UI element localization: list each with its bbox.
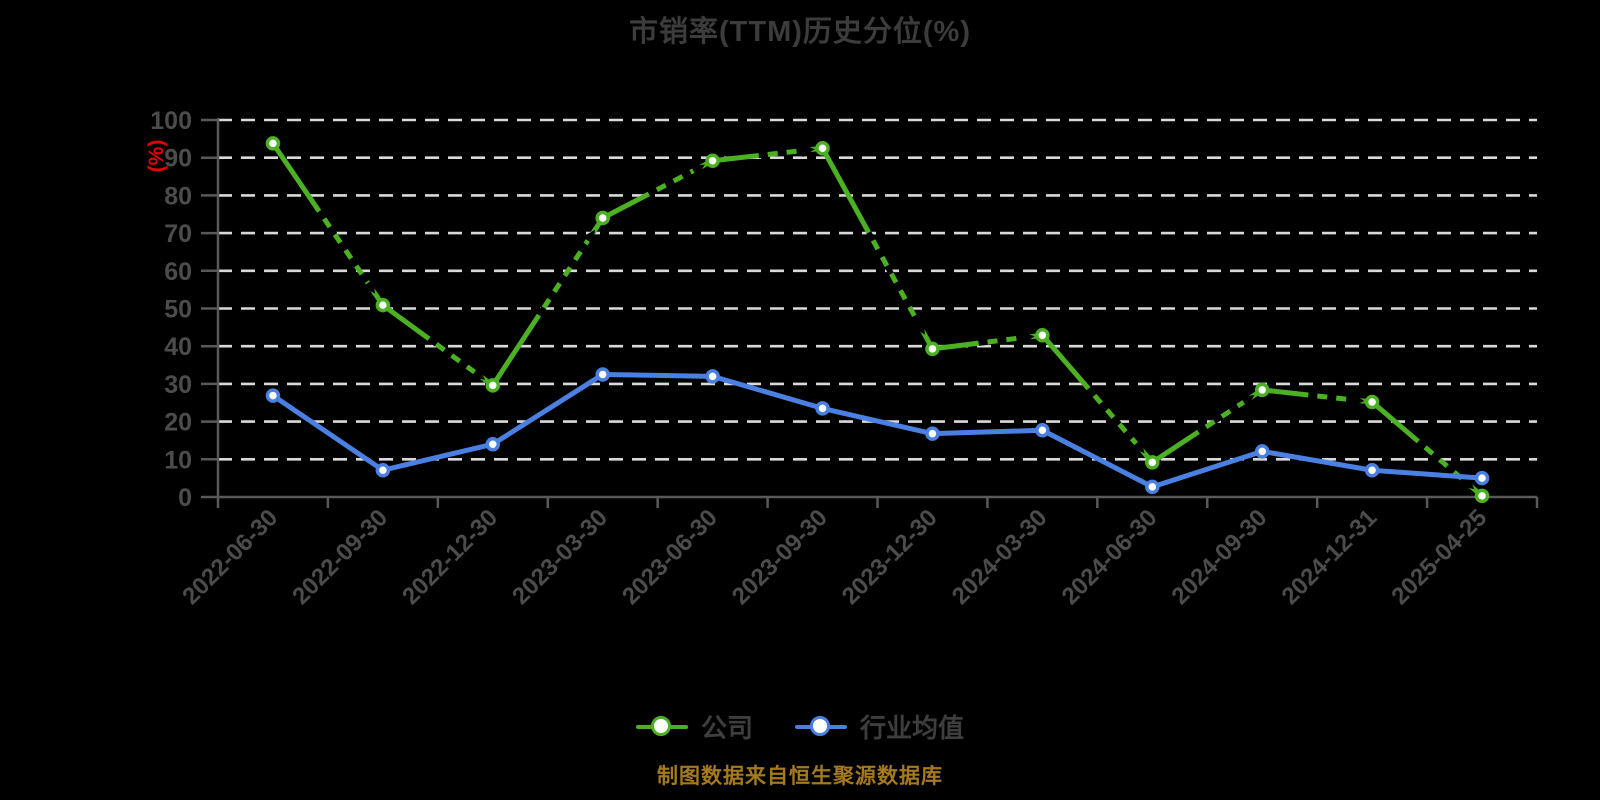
data-point-marker[interactable]: [485, 436, 501, 452]
data-point-marker[interactable]: [925, 341, 940, 357]
data-point-marker[interactable]: [595, 210, 610, 226]
x-axis-tick-label: 2024-09-30: [1167, 504, 1273, 610]
series-company: [265, 136, 1490, 504]
data-point-marker[interactable]: [815, 141, 830, 156]
data-source-note: 制图数据来自恒生聚源数据库: [657, 765, 943, 788]
y-axis-tick-label: 70: [164, 220, 192, 248]
legend-label-industry-average: 行业均值: [860, 713, 965, 743]
series-industry-average: [265, 367, 1490, 495]
x-axis-tick-label: 2022-06-30: [177, 504, 283, 610]
trend-arrow-dash: [758, 147, 810, 159]
chart-title: 市销率(TTM)历史分位(%): [628, 16, 971, 48]
legend-circle-icon: [650, 715, 671, 736]
data-point-marker[interactable]: [1035, 328, 1050, 343]
data-point-marker[interactable]: [815, 401, 830, 416]
data-point-marker[interactable]: [265, 388, 281, 403]
company-series-marker-icon: [635, 715, 688, 738]
data-point-marker[interactable]: [1474, 488, 1490, 504]
data-point-marker[interactable]: [485, 378, 501, 393]
x-axis-tick-label: 2024-06-30: [1057, 504, 1163, 610]
y-axis-tick-label: 40: [164, 333, 192, 361]
data-point-marker[interactable]: [1035, 423, 1050, 438]
trend-arrow-head: [1240, 394, 1255, 408]
legend-item-company[interactable]: 公司: [635, 708, 753, 745]
x-axis-tick-label: 2022-09-30: [287, 504, 393, 610]
y-axis: 0 10 20 30 40 50 60 70 80 90 100: [150, 107, 220, 512]
trend-arrow-dash: [536, 236, 592, 317]
data-point-marker[interactable]: [1254, 444, 1270, 459]
y-axis-tick-label: 50: [164, 296, 192, 324]
data-point-marker[interactable]: [1254, 382, 1270, 398]
data-point-marker[interactable]: [265, 136, 281, 151]
data-point-marker[interactable]: [705, 369, 720, 384]
trend-arrow-head: [1020, 331, 1035, 345]
legend-label-company: 公司: [700, 713, 753, 743]
x-axis-tick-label: 2023-03-30: [507, 504, 613, 610]
x-axis-tick-label: 2024-12-31: [1276, 504, 1382, 610]
data-point-marker[interactable]: [1474, 470, 1490, 486]
x-axis-tick-label: 2023-09-30: [727, 504, 833, 610]
y-axis-tick-label: 90: [164, 145, 192, 173]
series-line: [270, 371, 1485, 490]
data-point-marker[interactable]: [375, 297, 391, 313]
series-line: [270, 140, 1485, 499]
data-point-marker[interactable]: [925, 426, 940, 441]
trend-arrows: [316, 144, 1475, 490]
y-axis-tick-label: 30: [164, 371, 192, 399]
data-point-marker[interactable]: [1145, 479, 1160, 495]
x-axis: 2022-06-30 2022-09-30 2022-12-30 2023-03-30…: [177, 495, 1539, 610]
y-axis-tick-label: 0: [178, 484, 192, 512]
trend-arrow-head: [362, 279, 376, 294]
data-point-marker[interactable]: [375, 462, 391, 478]
legend-circle-icon: [810, 715, 830, 736]
industry-series-marker-icon: [795, 715, 847, 738]
data-point-marker[interactable]: [1364, 462, 1380, 478]
data-point-marker[interactable]: [595, 367, 610, 382]
x-axis-tick-label: 2025-04-25: [1386, 504, 1492, 610]
y-axis-tick-label: 80: [164, 182, 192, 210]
x-axis-tick-label: 2022-12-30: [397, 504, 503, 610]
x-axis-tick-label: 2024-03-30: [947, 504, 1053, 610]
trend-arrow-dash: [978, 334, 1030, 346]
data-point-marker[interactable]: [1364, 394, 1380, 410]
trend-arrow-head: [801, 144, 815, 158]
trend-arrow-dash: [316, 209, 372, 288]
trend-arrow-dash: [1308, 392, 1360, 404]
trend-arrow-head: [470, 366, 486, 380]
trend-arrow-head: [690, 164, 705, 177]
legend: 公司 行业均值: [0, 708, 1600, 745]
trend-arrow-head: [582, 229, 596, 245]
y-axis-tick-label: 20: [164, 409, 192, 437]
trend-arrow-head: [1131, 439, 1145, 454]
grid-lines: [218, 118, 1537, 461]
y-axis-tick-label: 60: [164, 258, 192, 286]
trend-arrow-head: [1460, 475, 1475, 490]
trend-arrow-head: [1350, 393, 1365, 407]
trend-arrow-dash: [1086, 386, 1142, 449]
data-point-marker[interactable]: [705, 153, 720, 168]
y-axis-tick-label: 100: [150, 107, 192, 135]
x-axis-tick-label: 2023-12-30: [837, 504, 943, 610]
x-axis-tick-label: 2023-06-30: [617, 504, 723, 610]
data-point-marker[interactable]: [1145, 455, 1160, 470]
y-axis-tick-label: 10: [164, 446, 192, 474]
legend-item-industry-average[interactable]: 行业均值: [795, 708, 964, 745]
trend-arrow-head: [912, 320, 925, 335]
